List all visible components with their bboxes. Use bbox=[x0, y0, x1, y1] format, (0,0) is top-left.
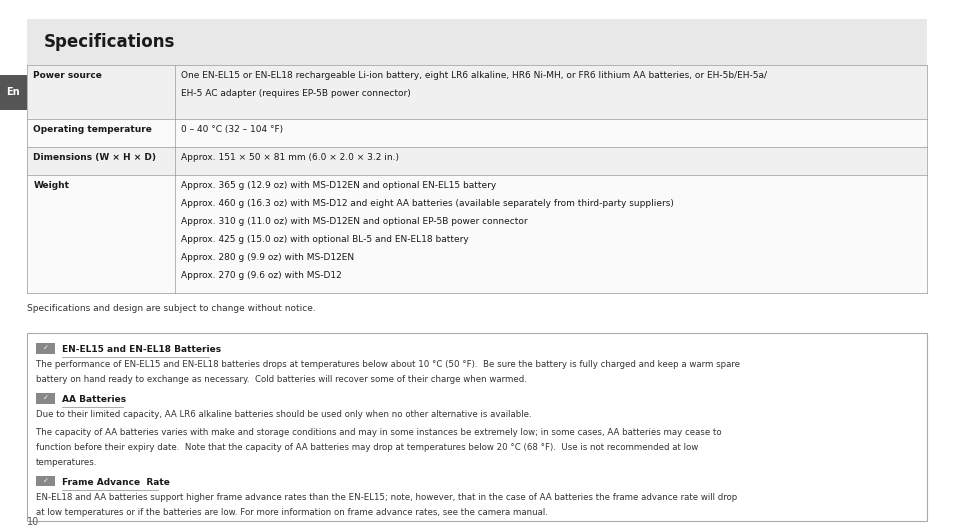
Text: ✓: ✓ bbox=[43, 345, 49, 352]
Bar bbox=[27, 119, 926, 147]
Bar bbox=[36, 476, 55, 486]
Bar bbox=[0, 75, 27, 110]
Text: En: En bbox=[7, 88, 20, 97]
Text: Operating temperature: Operating temperature bbox=[33, 125, 152, 134]
Text: Due to their limited capacity, AA LR6 alkaline batteries should be used only whe: Due to their limited capacity, AA LR6 al… bbox=[36, 410, 532, 419]
Text: Dimensions (W × H × D): Dimensions (W × H × D) bbox=[33, 153, 156, 162]
Text: EN-EL18 and AA batteries support higher frame advance rates than the EN-EL15; no: EN-EL18 and AA batteries support higher … bbox=[36, 493, 737, 502]
Text: Approx. 310 g (11.0 oz) with MS-D12EN and optional EP-5B power connector: Approx. 310 g (11.0 oz) with MS-D12EN an… bbox=[181, 217, 527, 226]
Text: Approx. 151 × 50 × 81 mm (6.0 × 2.0 × 3.2 in.): Approx. 151 × 50 × 81 mm (6.0 × 2.0 × 3.… bbox=[181, 153, 399, 162]
Text: Power source: Power source bbox=[33, 71, 102, 80]
Bar bbox=[27, 147, 926, 175]
Text: Specifications and design are subject to change without notice.: Specifications and design are subject to… bbox=[27, 304, 315, 313]
Text: AA Batteries: AA Batteries bbox=[62, 395, 126, 404]
Text: EH-5 AC adapter (requires EP-5B power connector): EH-5 AC adapter (requires EP-5B power co… bbox=[181, 89, 411, 98]
Text: Approx. 280 g (9.9 oz) with MS-D12EN: Approx. 280 g (9.9 oz) with MS-D12EN bbox=[181, 253, 354, 262]
Text: 0 – 40 °C (32 – 104 °F): 0 – 40 °C (32 – 104 °F) bbox=[181, 125, 283, 134]
Text: Approx. 365 g (12.9 oz) with MS-D12EN and optional EN-EL15 battery: Approx. 365 g (12.9 oz) with MS-D12EN an… bbox=[181, 181, 496, 190]
Text: EN-EL15 and EN-EL18 Batteries: EN-EL15 and EN-EL18 Batteries bbox=[62, 345, 221, 354]
Bar bbox=[36, 393, 55, 404]
Text: Approx. 460 g (16.3 oz) with MS-D12 and eight AA batteries (available separately: Approx. 460 g (16.3 oz) with MS-D12 and … bbox=[181, 199, 674, 208]
Text: at low temperatures or if the batteries are low. For more information on frame a: at low temperatures or if the batteries … bbox=[36, 508, 548, 517]
Text: Weight: Weight bbox=[33, 181, 70, 190]
Text: Specifications: Specifications bbox=[44, 33, 175, 51]
Bar bbox=[27, 175, 926, 293]
Text: function before their expiry date.  Note that the capacity of AA batteries may d: function before their expiry date. Note … bbox=[36, 443, 698, 452]
Text: Approx. 425 g (15.0 oz) with optional BL-5 and EN-EL18 battery: Approx. 425 g (15.0 oz) with optional BL… bbox=[181, 235, 469, 244]
Bar bbox=[36, 343, 55, 354]
Text: Frame Advance  Rate: Frame Advance Rate bbox=[62, 478, 170, 487]
Text: 10: 10 bbox=[27, 517, 39, 527]
Text: The capacity of AA batteries varies with make and storage conditions and may in : The capacity of AA batteries varies with… bbox=[36, 428, 721, 437]
Text: temperatures.: temperatures. bbox=[36, 458, 97, 467]
Bar bbox=[27, 65, 926, 119]
Bar bbox=[27, 19, 926, 65]
Bar bbox=[27, 333, 926, 521]
Text: One EN-EL15 or EN-EL18 rechargeable Li-ion battery, eight LR6 alkaline, HR6 Ni-M: One EN-EL15 or EN-EL18 rechargeable Li-i… bbox=[181, 71, 766, 80]
Text: ✓: ✓ bbox=[43, 478, 49, 484]
Text: The performance of EN-EL15 and EN-EL18 batteries drops at temperatures below abo: The performance of EN-EL15 and EN-EL18 b… bbox=[36, 360, 740, 369]
Text: Approx. 270 g (9.6 oz) with MS-D12: Approx. 270 g (9.6 oz) with MS-D12 bbox=[181, 271, 342, 280]
Text: ✓: ✓ bbox=[43, 395, 49, 401]
Text: battery on hand ready to exchange as necessary.  Cold batteries will recover som: battery on hand ready to exchange as nec… bbox=[36, 375, 527, 384]
